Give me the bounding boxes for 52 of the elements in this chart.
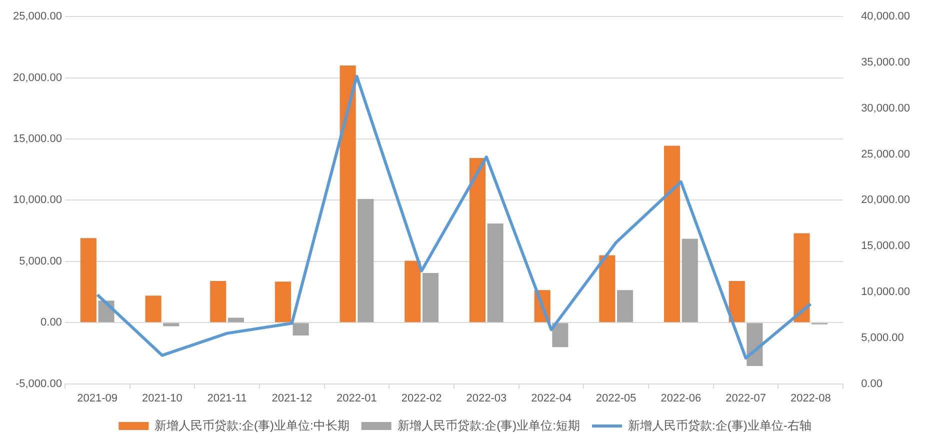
bar [469, 158, 486, 322]
bar [340, 66, 356, 322]
x-tick-label: 2021-12 [272, 392, 312, 404]
x-tick-label: 2022-03 [466, 392, 507, 404]
bar [292, 323, 309, 336]
bar [228, 318, 244, 322]
y2-tick-label: 20,000.00 [861, 194, 910, 206]
y2-tick-label: 25,000.00 [861, 148, 910, 160]
bar [80, 238, 96, 322]
bar [617, 290, 634, 322]
bar [599, 255, 616, 322]
y2-tick-label: 40,000.00 [861, 10, 910, 23]
x-tick-label: 2022-04 [531, 392, 572, 404]
y-tick-label: 15,000.00 [13, 133, 62, 146]
x-tick-label: 2021-10 [142, 392, 182, 404]
bar [145, 296, 162, 322]
y-tick-label: 20,000.00 [13, 72, 62, 84]
bar [274, 282, 291, 322]
y2-tick-label: 35,000.00 [861, 56, 910, 69]
y-tick-label: 5,000.00 [19, 255, 62, 268]
bar [210, 280, 226, 322]
bar [487, 223, 504, 322]
y2-tick-label: 15,000.00 [861, 240, 910, 252]
y2-tick-label: 5,000.00 [861, 332, 904, 344]
bar [404, 260, 421, 322]
y-tick-label: 25,000.00 [13, 10, 62, 23]
bar [358, 198, 374, 322]
y2-tick-label: 0.00 [861, 378, 882, 390]
legend-label: 新增人民币贷款:企(事)业单位:中长期 [154, 418, 350, 432]
bar [664, 146, 680, 322]
x-tick-label: 2021-11 [207, 392, 247, 404]
y-tick-label: -5,000.00 [15, 378, 62, 390]
x-tick-label: 2022-08 [790, 392, 831, 404]
x-tick-label: 2022-07 [726, 392, 766, 404]
x-tick-label: 2022-05 [596, 392, 636, 404]
bar [728, 280, 745, 322]
x-tick-label: 2022-02 [401, 392, 442, 404]
y-tick-label: 10,000.00 [13, 194, 62, 206]
bar [552, 323, 568, 348]
legend-label: 新增人民币贷款:企(事)业单位:短期 [397, 418, 580, 432]
bar [794, 233, 810, 322]
x-tick-label: 2022-06 [660, 392, 702, 404]
y2-tick-label: 30,000.00 [861, 102, 910, 114]
x-tick-label: 2022-01 [336, 392, 377, 404]
x-tick-label: 2021-09 [77, 392, 118, 404]
y2-tick-label: 10,000.00 [861, 286, 910, 298]
y-tick-label: 0.00 [40, 316, 62, 329]
bar [682, 238, 698, 322]
legend-label: 新增人民币贷款:企(事)业单位-右轴 [628, 418, 812, 432]
bar [746, 323, 763, 366]
bar [422, 273, 439, 322]
bar [163, 323, 180, 326]
